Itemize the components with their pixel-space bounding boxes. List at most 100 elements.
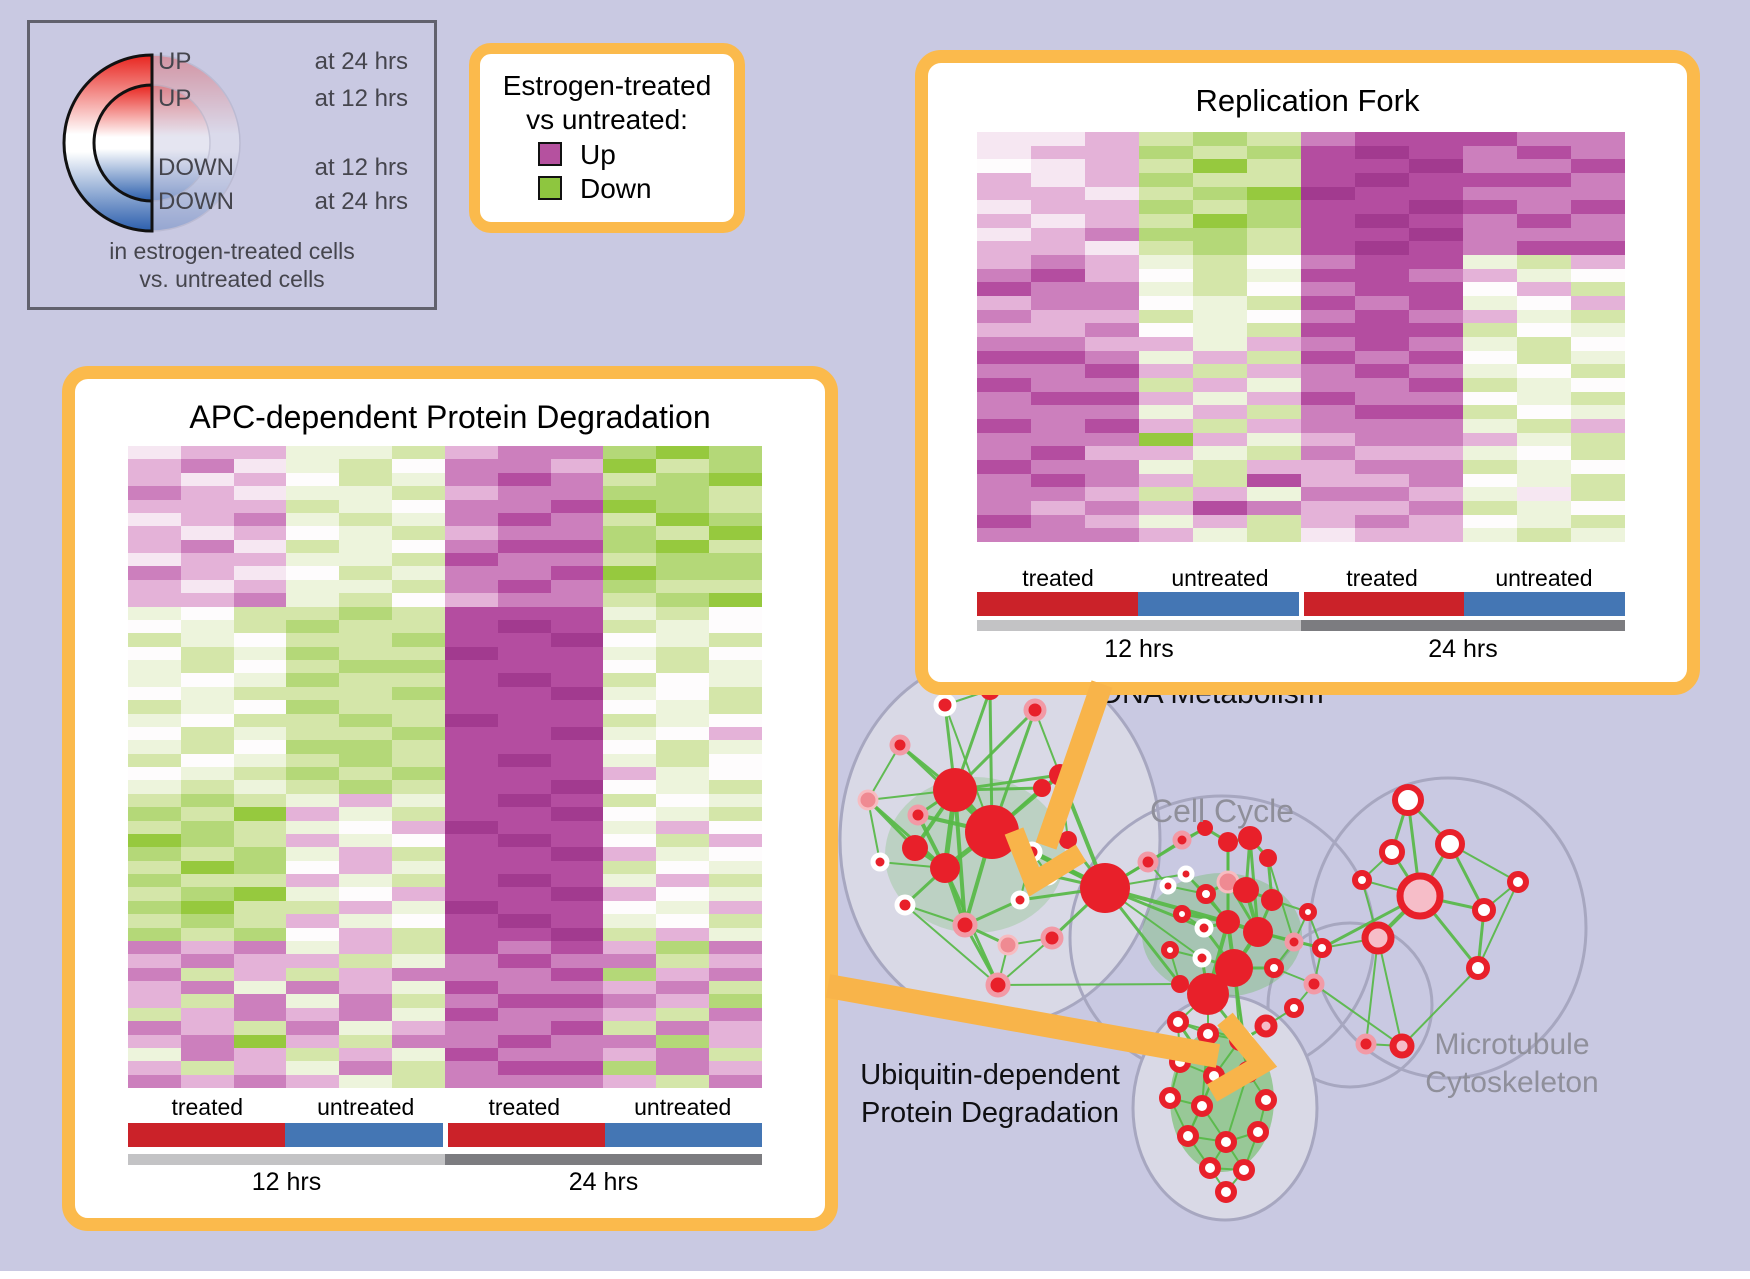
heatmap-cell [444,606,498,620]
network-node [1173,905,1191,923]
heatmap-cell [128,1034,181,1048]
heatmap-cell [1085,446,1139,461]
network-edge [1320,894,1422,950]
heatmap-cell [180,793,234,808]
network-edge [1476,908,1486,970]
heatmap-cell [233,633,287,647]
heatmap-cell [1193,132,1247,146]
heatmap-row [128,740,762,754]
heatmap-cell [603,874,657,888]
heatmap-cell [128,914,181,928]
heatmap-cell [977,227,1031,242]
heatmap-cell [1355,350,1409,365]
network-edge [1365,937,1379,1045]
heatmap-cell [656,860,710,874]
heatmap-cell [1247,501,1301,515]
heatmap-cell [1355,255,1409,269]
heatmap-cell [603,847,657,861]
heatmap-cell [1031,501,1085,515]
heatmap-cell [1517,378,1571,392]
network-edge [1066,838,1107,890]
replication-condition-bars [977,592,1625,616]
network-edge [953,788,967,927]
heatmap-cell [550,593,604,607]
heatmap-cell [1085,200,1139,215]
heatmap-cell [656,780,710,794]
heatmap-cell [339,673,393,687]
heatmap-cell [656,553,710,567]
network-edge [1034,709,1061,776]
heatmap-cell [339,914,393,928]
condition-bar [604,1123,762,1147]
heatmap-cell [286,700,340,714]
network-edge [1147,839,1183,863]
heatmap-cell [709,539,762,553]
heatmap-cell [286,820,340,834]
heatmap-cell [603,793,657,808]
heatmap-cell [1247,460,1301,474]
heatmap-cell [709,486,762,500]
heatmap-cell [392,700,445,714]
heatmap-cell [233,472,287,487]
heatmap-cell [1409,323,1463,338]
heatmap-row [977,132,1625,146]
cluster-label: Cytoskeleton [1425,1066,1598,1099]
heatmap-cell [1463,446,1517,461]
heatmap-cell [286,686,340,701]
heatmap-cell [1085,255,1139,269]
heatmap-cell [1571,487,1625,502]
network-edge [1361,851,1393,881]
heatmap-cell [497,593,551,607]
heatmap-cell [1355,378,1409,392]
heatmap-cell [339,499,393,513]
network-edge [1225,1071,1249,1143]
heatmap-cell [709,1074,762,1088]
network-edge [963,830,994,927]
heatmap-cell [1409,487,1463,502]
heatmap-cell [1517,227,1571,242]
heatmap-cell [1031,323,1085,338]
heatmap-cell [444,753,498,767]
heatmap-cell [233,1061,287,1075]
heatmap-cell [444,1034,498,1048]
heatmap-cell [656,981,710,995]
heatmap-cell [128,860,181,874]
heatmap-row [128,446,762,460]
heatmap-cell [233,1047,287,1062]
network-node [1191,1095,1213,1117]
heatmap-cell [497,726,551,741]
network-edge [1181,913,1205,929]
cluster-label: Cell Cycle [1150,793,1294,829]
heatmap-cell [709,606,762,620]
network-node [1216,870,1240,894]
heatmap-cell [1193,145,1247,160]
heatmap-cell [1409,214,1463,228]
heatmap-cell [977,173,1031,187]
network-edge [1207,1033,1241,1041]
heatmap-cell [977,268,1031,283]
heatmap-row [977,200,1625,215]
network-edge [1209,1167,1227,1193]
heatmap-cell [1139,241,1193,256]
heatmap-row [128,459,762,473]
heatmap-cell [392,486,445,500]
heatmap-cell [1463,255,1517,269]
network-edge [1185,873,1229,923]
network-edge [898,743,994,834]
network-node [1261,889,1283,911]
heatmap-cell [1517,255,1571,269]
heatmap-cell [550,539,604,553]
heatmap-cell [444,887,498,901]
heatmap-cell [603,472,657,487]
heatmap-cell [1571,514,1625,529]
heatmap-cell [339,1047,393,1062]
heatmap-cell [180,940,234,955]
heatmap-cell [339,633,393,647]
heatmap-cell [550,486,604,500]
heatmap-cell [1193,214,1247,228]
heatmap-cell [550,726,604,741]
network-edge [866,798,947,870]
network-edge [1040,773,1062,790]
network-edge [1213,1039,1241,1077]
heatmap-cell [1355,432,1409,447]
